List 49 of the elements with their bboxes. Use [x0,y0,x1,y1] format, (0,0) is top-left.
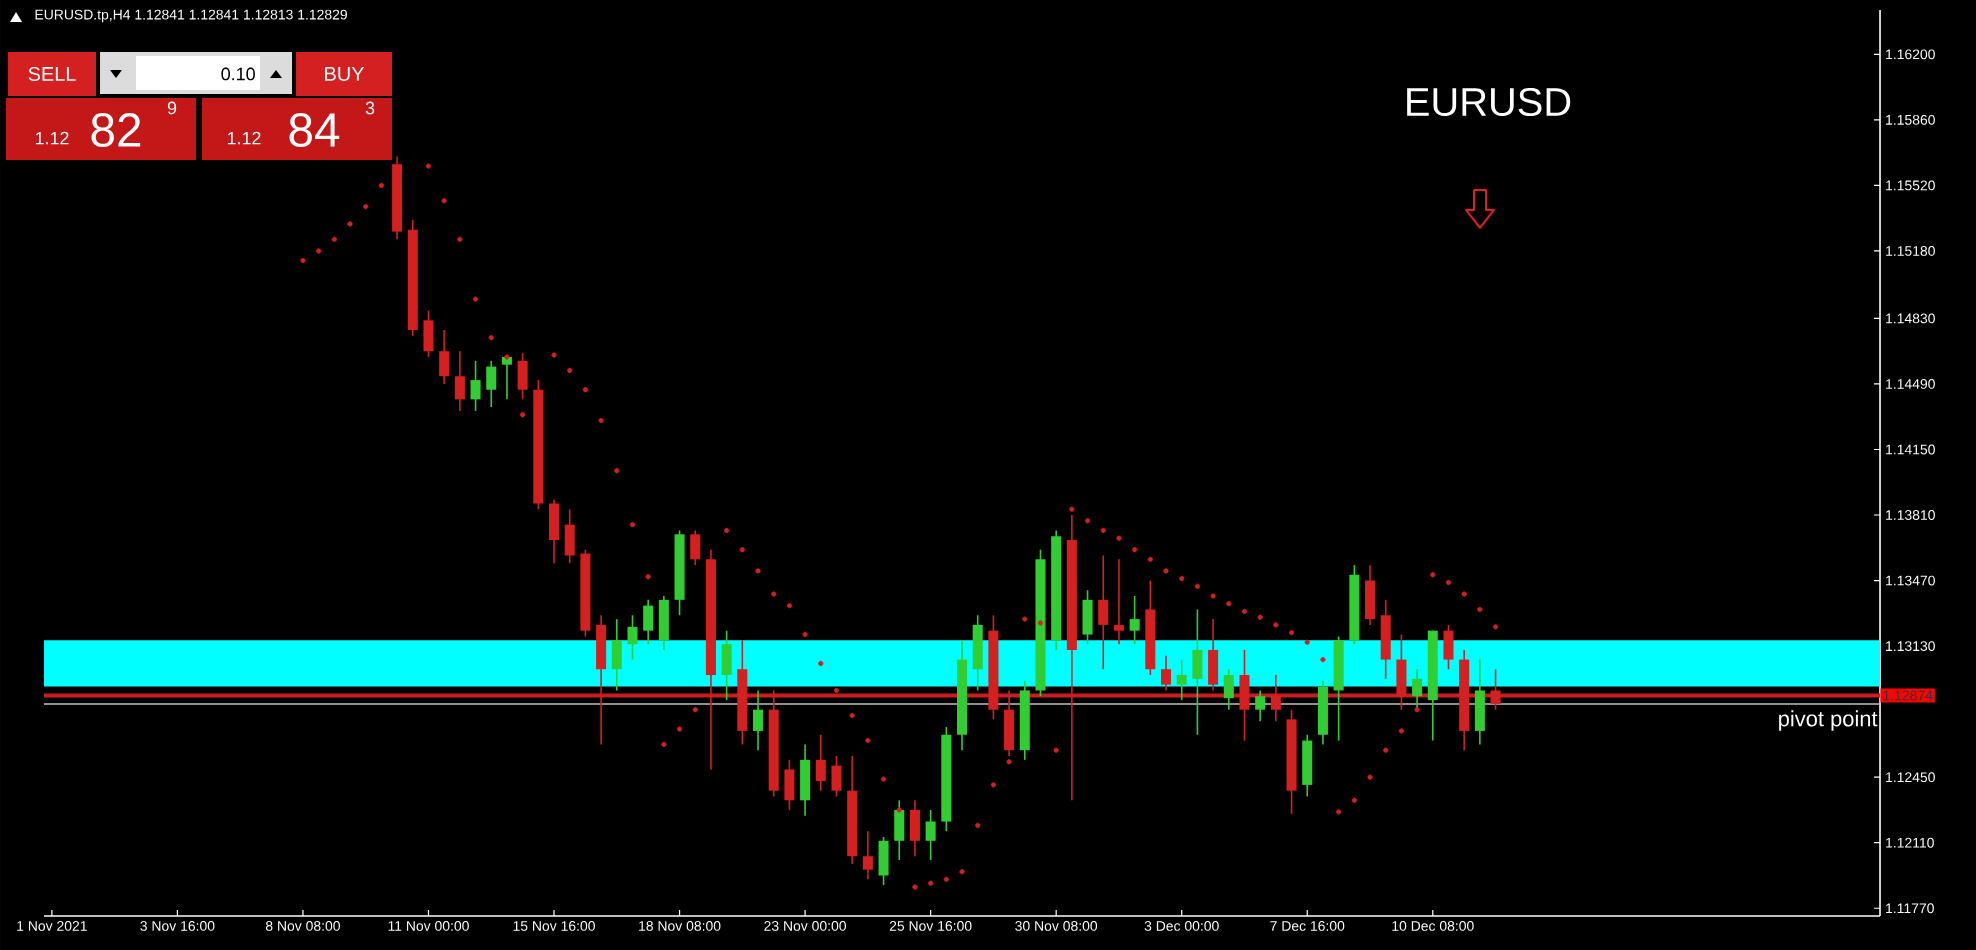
candlestick [784,759,795,811]
candlestick [753,689,764,751]
candlestick [909,799,920,858]
candlestick [721,629,732,701]
annotation: 9 [167,101,177,115]
candlestick [1302,733,1313,798]
annotation: 3 [365,101,375,115]
candlestick [627,614,638,661]
candlestick [862,830,873,881]
text: EURUSD [1407,87,1571,117]
ref-line-label: pivot point [1779,710,1878,731]
candlestick [423,309,434,358]
candlestick [1113,558,1124,645]
candlestick [1192,608,1203,736]
annotation: 1.12 [35,131,69,145]
candlestick [611,618,622,692]
candlestick [894,799,905,861]
candlestick [1365,564,1376,626]
candlestick [439,329,450,385]
candlestick [1098,554,1109,671]
candlestick [517,352,528,401]
candlestick [972,614,983,692]
candlestick [800,743,811,817]
candlestick [831,755,842,798]
candlestick [1474,658,1485,746]
annotation: BUY [325,67,365,81]
candlestick [549,498,560,565]
annotation: 1.12 [227,131,261,145]
candlestick [1176,658,1187,701]
candlestick [1380,599,1391,680]
candlestick [1082,589,1093,645]
candlestick [1443,624,1454,671]
candlestick [470,360,481,412]
candlestick [815,733,826,792]
candlestick [1129,595,1140,645]
annotation: 0.10 [221,67,255,81]
candlestick [1223,668,1234,711]
candlestick [564,508,575,565]
annotation: 82 [91,113,141,147]
candlestick [1255,689,1266,723]
candlestick [925,809,936,861]
candlestick [878,836,889,886]
candlestick [690,529,701,566]
candlestick [454,350,465,412]
candlestick [643,599,654,645]
candlestick [658,595,669,651]
candlestick [486,360,497,408]
annotation: SELL [28,66,76,82]
annotation: 84 [289,113,340,147]
